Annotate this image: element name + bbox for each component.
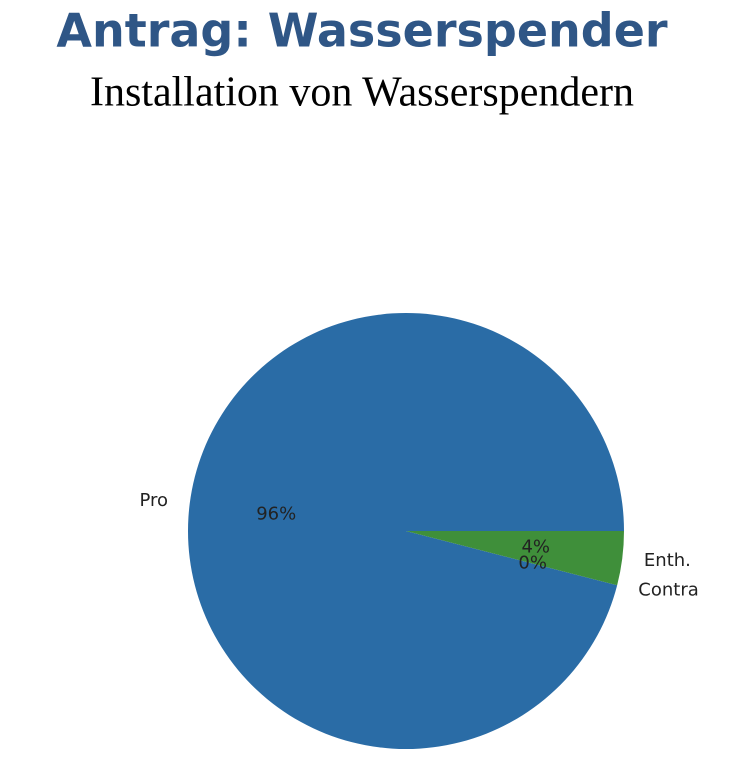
category-label: Contra — [638, 580, 698, 601]
pie-slice — [406, 531, 624, 586]
category-label: Pro — [140, 490, 169, 511]
chart-title: Antrag: Wasserspender — [56, 4, 668, 58]
pie-slice — [188, 313, 624, 750]
value-label: 0% — [518, 553, 547, 574]
value-label: 4% — [521, 536, 550, 557]
category-label: Enth. — [644, 550, 691, 571]
chart-subtitle: Installation von Wasserspendern — [90, 70, 634, 116]
value-label: 96% — [256, 504, 296, 525]
